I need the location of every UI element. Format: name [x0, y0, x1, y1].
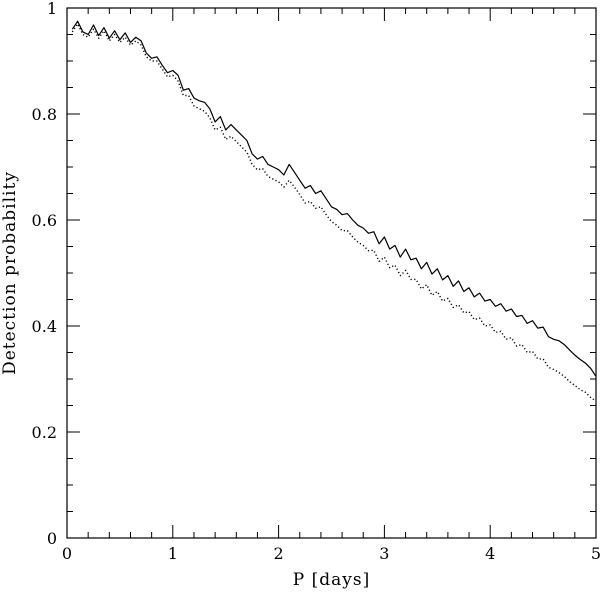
x-tick-label: 5: [591, 544, 601, 563]
tick-labels: 0 1 2 3 4 5 0 0.2 0.4 0.6 0.8 1: [32, 0, 602, 563]
y-axis-label: Detection probability: [0, 171, 20, 375]
y-tick-label: 0.6: [32, 211, 57, 230]
x-tick-label: 3: [379, 544, 389, 563]
plot-border: [66, 7, 597, 539]
solid-series-line: [71, 20, 597, 377]
x-tick-label: 0: [62, 544, 72, 563]
x-tick-label: 2: [274, 544, 284, 563]
axis-ticks: [66, 7, 597, 539]
y-tick-label: 0.8: [32, 105, 57, 124]
x-tick-label: 4: [485, 544, 495, 563]
x-axis-label: P [days]: [293, 570, 370, 590]
series-layer: [71, 20, 597, 402]
plot-frame: [66, 7, 597, 539]
y-tick-label: 0: [47, 529, 57, 548]
y-tick-label: 0.2: [32, 423, 57, 442]
y-tick-label: 1: [47, 0, 57, 18]
y-tick-label: 0.4: [32, 317, 57, 336]
x-tick-label: 1: [168, 544, 178, 563]
dotted-series-line: [71, 23, 597, 402]
